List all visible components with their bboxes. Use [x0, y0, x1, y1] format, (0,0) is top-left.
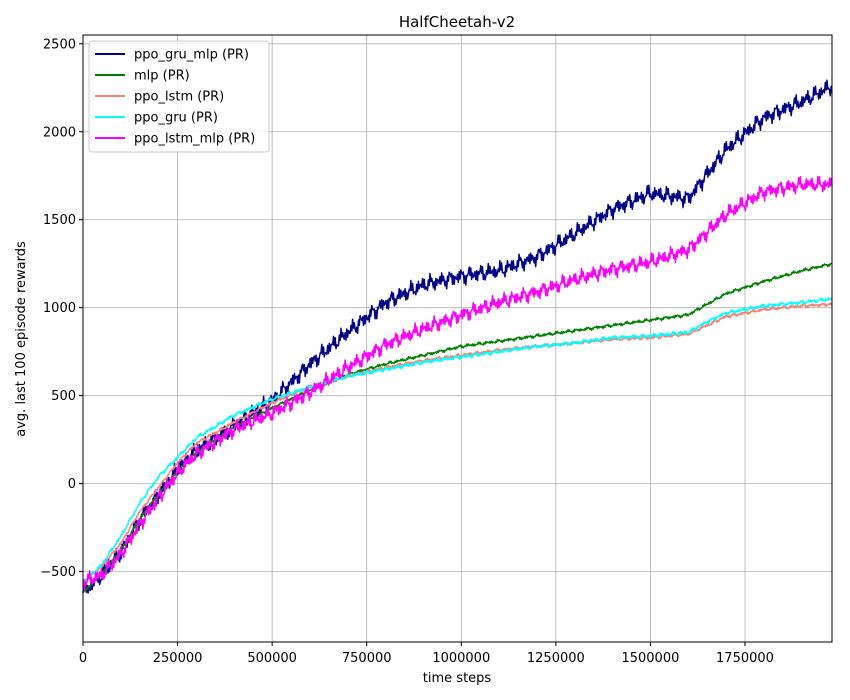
y-tick-label: −500 — [40, 565, 76, 580]
y-tick-label: 500 — [51, 389, 76, 404]
x-tick-label: 1750000 — [716, 651, 774, 666]
x-tick-label: 1250000 — [527, 651, 585, 666]
legend-entry: ppo_gru (PR) — [134, 111, 218, 126]
legend-entry: ppo_lstm_mlp (PR) — [134, 132, 255, 147]
y-tick-label: 1000 — [43, 301, 76, 316]
series-layer — [82, 79, 833, 594]
x-axis-ticks: 0 250000 500000 750000 1000000 1250000 1500000… — [79, 642, 774, 666]
x-tick-label: 1500000 — [621, 651, 679, 666]
y-tick-label: 0 — [68, 477, 76, 492]
x-tick-label: 1000000 — [432, 651, 490, 666]
series-line — [82, 302, 833, 584]
y-axis-label: avg. last 100 episode rewards — [14, 241, 29, 437]
legend-entry: mlp (PR) — [134, 69, 190, 84]
legend-entry: ppo_lstm (PR) — [134, 90, 224, 105]
chart-title: HalfCheetah-v2 — [399, 13, 515, 31]
series-line — [82, 297, 833, 584]
x-tick-label: 500000 — [247, 651, 297, 666]
plot-frame — [82, 34, 833, 643]
y-tick-label: 2500 — [43, 37, 76, 52]
legend: ppo_gru_mlp (PR) mlp (PR) ppo_lstm (PR) ppo… — [88, 40, 270, 153]
y-tick-label: 2000 — [43, 125, 76, 140]
y-axis-ticks: −500 0 500 1000 1500 2000 2500 — [40, 37, 83, 580]
x-tick-label: 750000 — [342, 651, 392, 666]
grid — [82, 35, 832, 642]
legend-entry: ppo_gru_mlp (PR) — [134, 48, 249, 63]
x-tick-label: 0 — [79, 651, 87, 666]
legend-box — [88, 40, 270, 153]
x-axis-label: time steps — [423, 671, 492, 686]
y-tick-label: 1500 — [43, 213, 76, 228]
series-line — [82, 175, 833, 591]
x-tick-label: 250000 — [153, 651, 203, 666]
